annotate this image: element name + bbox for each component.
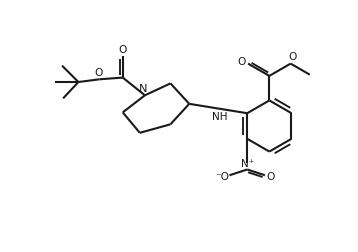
Text: NH: NH <box>212 112 228 122</box>
Text: O: O <box>266 172 275 182</box>
Text: N: N <box>139 84 148 94</box>
Text: ⁻O: ⁻O <box>216 172 230 182</box>
Text: N⁺: N⁺ <box>241 159 254 169</box>
Text: O: O <box>118 45 127 55</box>
Text: O: O <box>288 52 296 62</box>
Text: O: O <box>94 68 102 78</box>
Text: O: O <box>237 57 246 67</box>
